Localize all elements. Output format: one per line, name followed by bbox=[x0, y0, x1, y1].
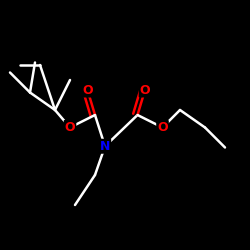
Text: O: O bbox=[82, 84, 93, 96]
Text: N: N bbox=[100, 140, 110, 153]
Text: O: O bbox=[65, 121, 75, 134]
Text: O: O bbox=[140, 84, 150, 96]
Text: O: O bbox=[157, 121, 168, 134]
